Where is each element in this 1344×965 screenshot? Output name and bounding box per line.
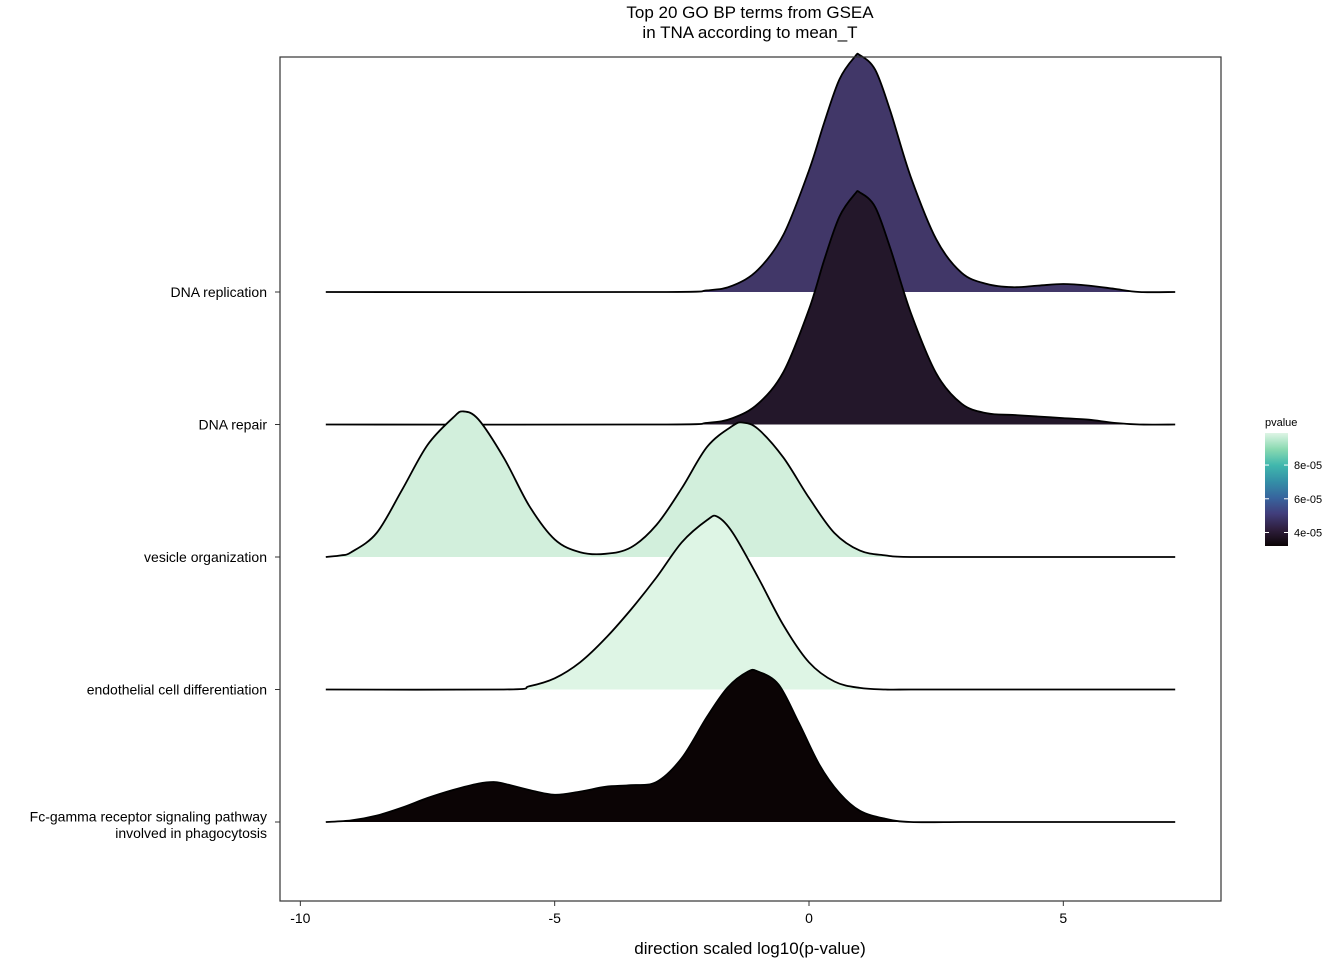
- ridge-line: [325, 514, 1176, 691]
- ridge-0: [325, 668, 1176, 824]
- pvalue-legend: pvalue 8e-05 6e-05 4e-05: [1265, 417, 1322, 546]
- ridge-area: [325, 411, 1176, 558]
- ridge-line: [325, 190, 1176, 426]
- x-axis-title: direction scaled log10(p-value): [634, 939, 866, 958]
- ridge-area: [325, 515, 1176, 690]
- x-axis: -10 -5 0 5: [290, 901, 1067, 926]
- legend-tick-label: 4e-05: [1294, 528, 1322, 540]
- ridge-3: [325, 190, 1176, 426]
- x-tick-label: -5: [548, 910, 561, 926]
- plot-panel-border: [279, 56, 1222, 902]
- ridge-line: [325, 668, 1176, 824]
- chart-title-line1: Top 20 GO BP terms from GSEA: [626, 3, 874, 22]
- ridge-1: [325, 514, 1176, 691]
- ridge-4: [325, 52, 1176, 294]
- y-tick-label: DNA replication: [171, 284, 268, 300]
- legend-tick-label: 6e-05: [1294, 494, 1322, 506]
- ridges-group: [325, 52, 1176, 824]
- ridge-area: [325, 669, 1176, 823]
- legend-color-bar: [1265, 433, 1288, 546]
- x-tick-label: -10: [290, 910, 310, 926]
- ridge-2: [325, 410, 1176, 559]
- ridge-area: [325, 53, 1176, 293]
- y-tick-label: vesicle organization: [144, 549, 267, 565]
- y-tick-label: DNA repair: [199, 417, 268, 433]
- x-tick-label: 0: [805, 910, 813, 926]
- legend-tick-label: 8e-05: [1294, 460, 1322, 472]
- ridge-area: [325, 190, 1176, 425]
- y-tick-label: Fc-gamma receptor signaling pathway: [30, 809, 267, 825]
- y-tick-label: endothelial cell differentiation: [87, 682, 267, 698]
- chart-title-line2: in TNA according to mean_T: [642, 23, 857, 42]
- legend-title: pvalue: [1265, 417, 1297, 429]
- ridge-line: [325, 52, 1176, 294]
- y-tick-label: involved in phagocytosis: [115, 825, 267, 841]
- ridge-line: [325, 410, 1176, 559]
- y-axis: Fc-gamma receptor signaling pathwayinvol…: [30, 284, 280, 841]
- x-tick-label: 5: [1059, 910, 1067, 926]
